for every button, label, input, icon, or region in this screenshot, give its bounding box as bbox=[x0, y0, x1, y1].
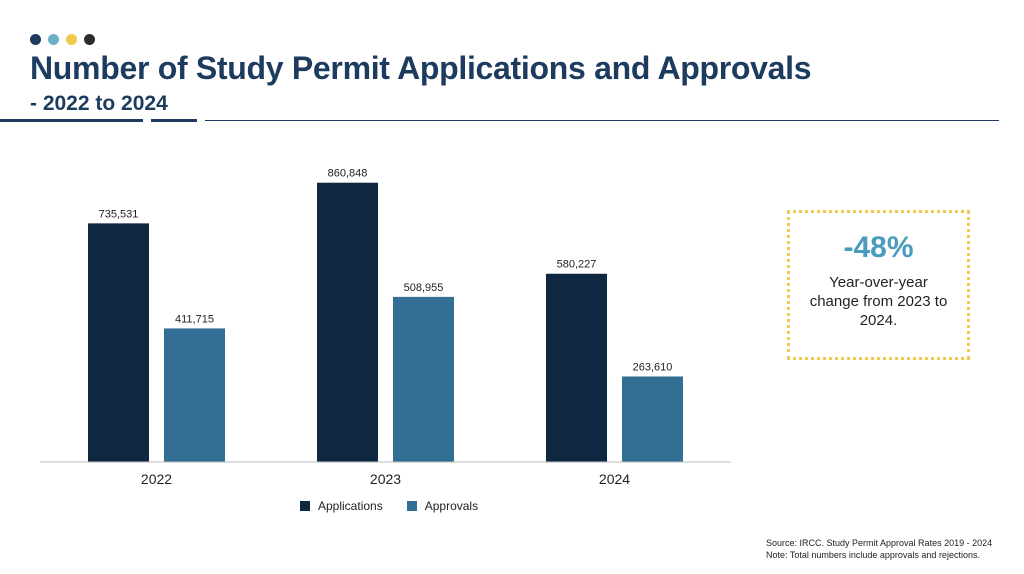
note-text: Note: Total numbers include approvals an… bbox=[766, 550, 980, 560]
chart-legend: Applications Approvals bbox=[300, 499, 478, 513]
data-label-approvals-2022: 411,715 bbox=[175, 313, 214, 325]
header-rule-right bbox=[205, 120, 999, 121]
legend-label-approvals: Approvals bbox=[424, 499, 479, 513]
bar-approvals-2024 bbox=[622, 376, 683, 462]
source-text: Source: IRCC. Study Permit Approval Rate… bbox=[766, 538, 993, 548]
header-rule-mid bbox=[151, 119, 197, 122]
header-rule-left bbox=[0, 119, 143, 122]
legend-swatch-applications bbox=[300, 501, 310, 511]
legend-item-applications: Applications bbox=[300, 499, 383, 513]
yoy-change-value: -48% bbox=[843, 231, 914, 264]
x-tick-label-2024: 2024 bbox=[599, 471, 630, 487]
dot-4 bbox=[84, 34, 95, 45]
dot-1 bbox=[30, 34, 41, 45]
yoy-callout: -48% Year-over-year change from 2023 to … bbox=[787, 210, 970, 360]
legend-swatch-approvals bbox=[406, 501, 417, 511]
page-subtitle: - 2022 to 2024 bbox=[30, 92, 168, 115]
yoy-change-description: Year-over-year change from 2023 to 2024. bbox=[809, 274, 948, 329]
source-note: Source: IRCC. Study Permit Approval Rate… bbox=[766, 537, 992, 561]
dot-2 bbox=[48, 34, 59, 45]
data-label-approvals-2024: 263,610 bbox=[633, 361, 673, 373]
page-title: Number of Study Permit Applications and … bbox=[30, 50, 812, 86]
legend-label-applications: Applications bbox=[318, 499, 383, 513]
x-tick-label-2022: 2022 bbox=[141, 471, 172, 487]
header-dots bbox=[30, 34, 95, 45]
data-label-applications-2022: 735,531 bbox=[99, 208, 139, 220]
data-label-applications-2024: 580,227 bbox=[557, 259, 597, 271]
x-tick-label-2023: 2023 bbox=[370, 471, 401, 487]
data-label-approvals-2023: 508,955 bbox=[404, 282, 444, 294]
dot-3 bbox=[66, 34, 77, 45]
bar-applications-2022 bbox=[88, 223, 149, 462]
bar-applications-2023 bbox=[317, 182, 378, 463]
legend-item-approvals: Approvals bbox=[406, 499, 479, 513]
bar-applications-2024 bbox=[546, 273, 607, 462]
bar-approvals-2023 bbox=[393, 296, 454, 462]
bar-approvals-2022 bbox=[164, 328, 225, 462]
data-label-applications-2023: 860,848 bbox=[328, 168, 368, 180]
